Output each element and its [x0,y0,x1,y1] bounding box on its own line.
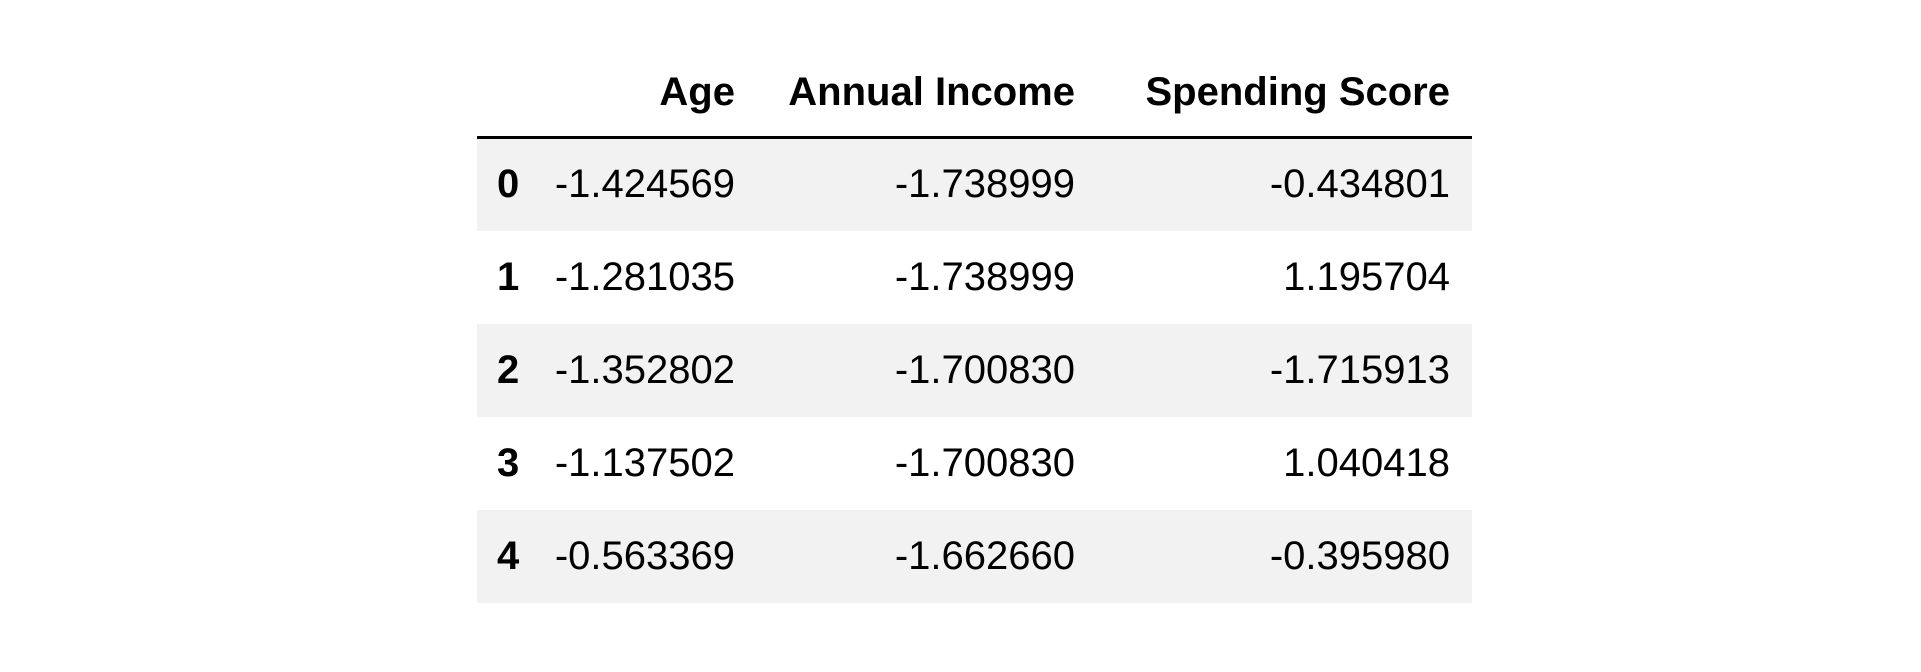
table-row: 3 -1.137502 -1.700830 1.040418 [477,416,1472,510]
cell-annual-income: -1.738999 [894,162,1075,207]
row-index: 3 [497,440,520,485]
cell-annual-income: -1.700830 [894,347,1075,392]
cell-spending-score: -1.715913 [1269,347,1450,392]
cell-age: -1.352802 [554,347,735,392]
cell-annual-income: -1.700830 [894,440,1075,485]
cell-spending-score: 1.195704 [1283,254,1450,299]
cell-age: -1.137502 [554,440,735,485]
cell-annual-income: -1.738999 [894,254,1075,299]
table-body: 0 -1.424569 -1.738999 -0.434801 1 -1.281… [477,137,1472,603]
header-row: Age Annual Income Spending Score [477,48,1472,139]
dataframe-table: Age Annual Income Spending Score 0 -1.42… [477,48,1472,603]
table-row: 0 -1.424569 -1.738999 -0.434801 [477,137,1472,231]
cell-spending-score: 1.040418 [1283,440,1450,485]
table-row: 2 -1.352802 -1.700830 -1.715913 [477,323,1472,417]
cell-spending-score: -0.434801 [1269,162,1450,207]
table-row: 4 -0.563369 -1.662660 -0.395980 [477,509,1472,603]
cell-age: -0.563369 [554,533,735,578]
table-row: 1 -1.281035 -1.738999 1.195704 [477,230,1472,324]
index-column-header [477,48,547,139]
cell-annual-income: -1.662660 [894,533,1075,578]
cell-spending-score: -0.395980 [1269,533,1450,578]
row-index: 1 [497,254,520,299]
table-header: Age Annual Income Spending Score [477,48,1472,139]
cell-age: -1.424569 [554,162,735,207]
row-index: 0 [497,162,520,207]
column-header-spending-score: Spending Score [1097,48,1472,139]
column-header-annual-income: Annual Income [757,48,1097,139]
row-index: 4 [497,533,520,578]
cell-age: -1.281035 [554,254,735,299]
column-header-age: Age [547,48,757,139]
dataframe-output: Age Annual Income Spending Score 0 -1.42… [477,48,1472,603]
row-index: 2 [497,347,520,392]
